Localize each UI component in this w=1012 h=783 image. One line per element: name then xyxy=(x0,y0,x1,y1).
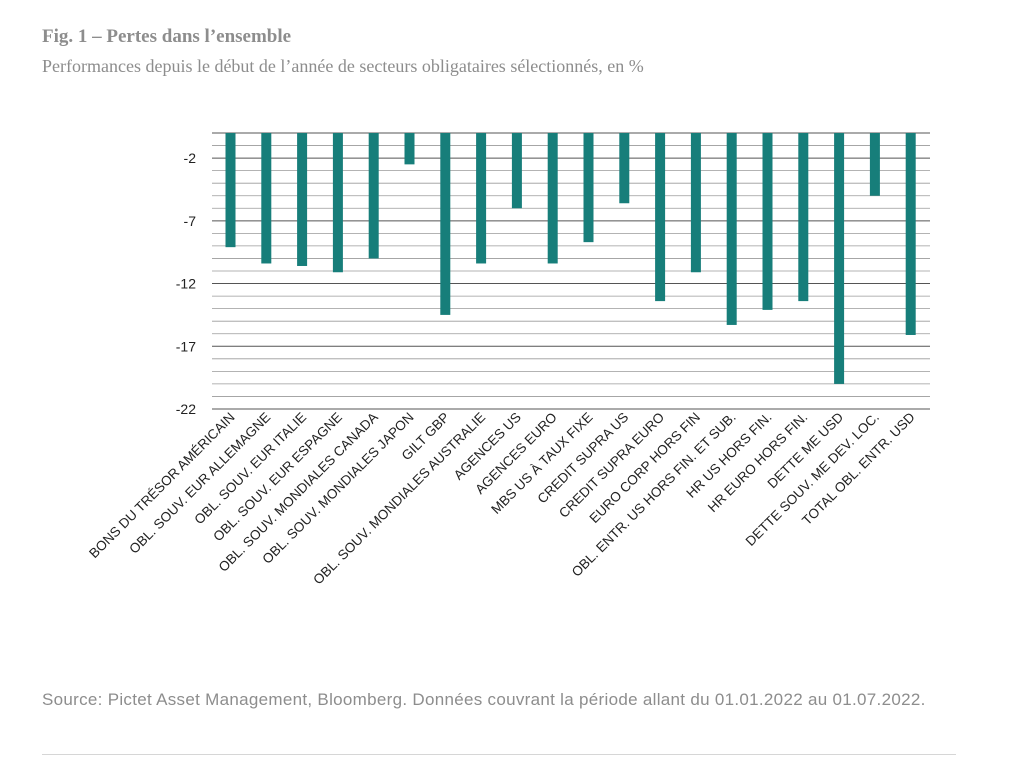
bar xyxy=(905,133,916,335)
bar xyxy=(332,133,343,273)
bar xyxy=(440,133,451,315)
y-axis-tick-labels: -2 -7 -12 -17 -22 xyxy=(176,150,196,417)
bar xyxy=(547,133,558,264)
y-tick-label: -7 xyxy=(184,213,197,229)
bar xyxy=(762,133,773,310)
bars xyxy=(225,133,916,384)
bar xyxy=(225,133,236,248)
footer-divider xyxy=(42,754,956,755)
bar xyxy=(619,133,630,204)
bar xyxy=(869,133,880,196)
y-tick-label: -17 xyxy=(176,338,196,354)
chart-title: Fig. 1 – Pertes dans l’ensemble xyxy=(42,26,292,47)
bar xyxy=(404,133,415,165)
bar xyxy=(690,133,701,273)
chart-subtitle: Performances depuis le début de l’année … xyxy=(42,56,644,76)
source-note: Source: Pictet Asset Management, Bloombe… xyxy=(42,690,926,709)
bar xyxy=(297,133,308,266)
bar xyxy=(261,133,272,264)
bar xyxy=(798,133,809,302)
y-tick-label: -12 xyxy=(176,276,196,292)
gridlines xyxy=(212,132,930,410)
bar xyxy=(511,133,522,209)
bar-chart: -2 -7 -12 -17 -22 BONS DU TRÉSOR AMÉRICAINOB… xyxy=(86,132,930,587)
y-tick-label: -22 xyxy=(176,401,196,417)
bar xyxy=(476,133,487,264)
bar xyxy=(655,133,666,302)
bar xyxy=(834,133,845,384)
bar xyxy=(583,133,594,243)
y-tick-label: -2 xyxy=(184,150,197,166)
bar xyxy=(368,133,379,259)
bar xyxy=(726,133,737,325)
